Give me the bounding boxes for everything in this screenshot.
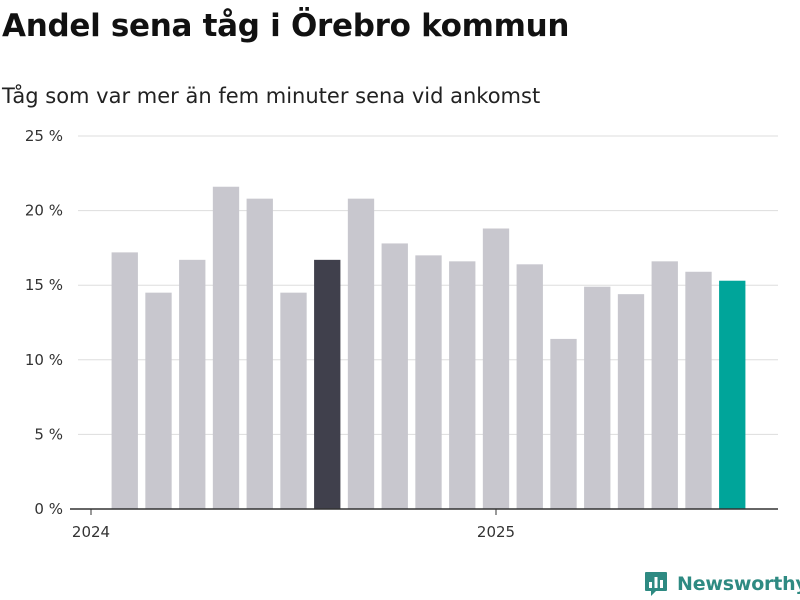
x-axis-tick-labels: 2024 2025 (72, 509, 515, 541)
bar (584, 286, 611, 509)
bar (111, 252, 138, 509)
bar (381, 243, 408, 509)
bar-latest (719, 280, 746, 509)
y-tick-label: 10 % (25, 351, 63, 369)
brand-name: Newsworthy (677, 573, 800, 595)
chart-subtitle: Tåg som var mer än fem minuter sena vid … (2, 84, 541, 108)
brand[interactable]: Newsworthy (644, 568, 800, 600)
bar-highlighted (314, 259, 341, 509)
y-tick-label: 15 % (25, 276, 63, 294)
bar (145, 292, 172, 509)
bar (449, 261, 476, 509)
x-tick-label: 2024 (72, 523, 110, 541)
y-tick-label: 5 % (34, 425, 63, 443)
newsworthy-logo-icon (645, 572, 667, 596)
y-axis-tick-labels: 0 % 5 % 10 % 15 % 20 % 25 % (25, 127, 63, 518)
bar (415, 255, 442, 509)
bar (685, 271, 712, 509)
bar (651, 261, 678, 509)
y-tick-label: 0 % (34, 500, 63, 518)
bar (482, 228, 510, 509)
bars (111, 186, 746, 509)
bar (617, 294, 645, 509)
bar (246, 198, 273, 509)
bar (280, 292, 307, 509)
bar (550, 338, 577, 509)
bar (347, 198, 375, 509)
y-tick-label: 20 % (25, 202, 63, 220)
chart-title: Andel sena tåg i Örebro kommun (2, 8, 570, 44)
x-tick-label: 2025 (477, 523, 515, 541)
bar (516, 264, 543, 509)
bar-chart: 0 % 5 % 10 % 15 % 20 % 25 % 2024 2025 (25, 127, 778, 541)
y-tick-label: 25 % (25, 127, 63, 145)
bar (212, 186, 240, 509)
bar (179, 259, 206, 509)
